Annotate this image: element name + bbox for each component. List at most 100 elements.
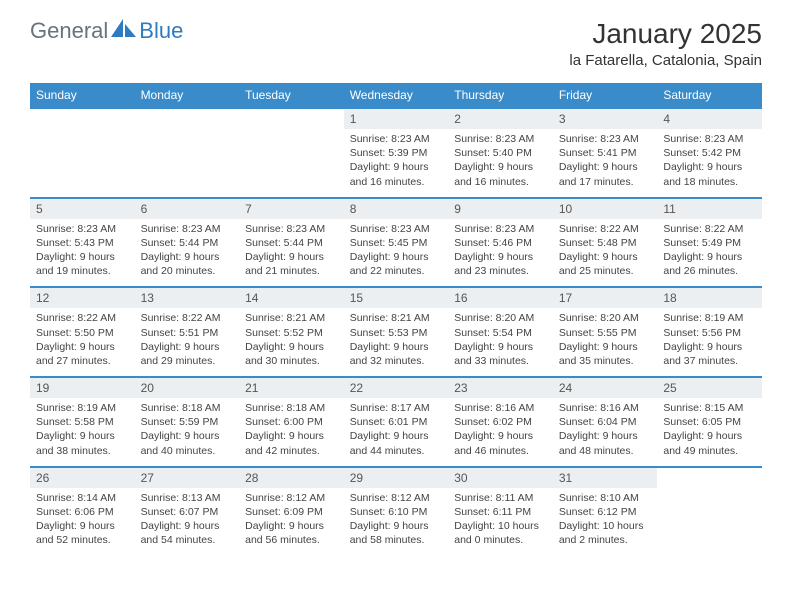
month-title: January 2025 bbox=[569, 18, 762, 50]
empty-daynum bbox=[135, 109, 240, 129]
calendar-row: 26Sunrise: 8:14 AMSunset: 6:06 PMDayligh… bbox=[30, 467, 762, 556]
day-details: Sunrise: 8:23 AMSunset: 5:45 PMDaylight:… bbox=[344, 219, 449, 287]
day-number: 25 bbox=[657, 378, 762, 398]
day-cell: 20Sunrise: 8:18 AMSunset: 5:59 PMDayligh… bbox=[135, 377, 240, 467]
weekday-header-row: SundayMondayTuesdayWednesdayThursdayFrid… bbox=[30, 83, 762, 108]
day-cell: 23Sunrise: 8:16 AMSunset: 6:02 PMDayligh… bbox=[448, 377, 553, 467]
day-number: 13 bbox=[135, 288, 240, 308]
day-cell: 28Sunrise: 8:12 AMSunset: 6:09 PMDayligh… bbox=[239, 467, 344, 556]
day-number: 17 bbox=[553, 288, 658, 308]
day-details: Sunrise: 8:21 AMSunset: 5:52 PMDaylight:… bbox=[239, 308, 344, 376]
day-details: Sunrise: 8:21 AMSunset: 5:53 PMDaylight:… bbox=[344, 308, 449, 376]
day-details: Sunrise: 8:18 AMSunset: 6:00 PMDaylight:… bbox=[239, 398, 344, 466]
location-text: la Fatarella, Catalonia, Spain bbox=[569, 52, 762, 69]
day-number: 26 bbox=[30, 468, 135, 488]
day-number: 9 bbox=[448, 199, 553, 219]
day-number: 1 bbox=[344, 109, 449, 129]
day-details: Sunrise: 8:15 AMSunset: 6:05 PMDaylight:… bbox=[657, 398, 762, 466]
day-cell: 26Sunrise: 8:14 AMSunset: 6:06 PMDayligh… bbox=[30, 467, 135, 556]
calendar-row: 1Sunrise: 8:23 AMSunset: 5:39 PMDaylight… bbox=[30, 108, 762, 198]
day-details: Sunrise: 8:22 AMSunset: 5:51 PMDaylight:… bbox=[135, 308, 240, 376]
day-details: Sunrise: 8:23 AMSunset: 5:44 PMDaylight:… bbox=[239, 219, 344, 287]
day-number: 20 bbox=[135, 378, 240, 398]
day-cell: 6Sunrise: 8:23 AMSunset: 5:44 PMDaylight… bbox=[135, 198, 240, 288]
day-number: 3 bbox=[553, 109, 658, 129]
day-number: 28 bbox=[239, 468, 344, 488]
day-details: Sunrise: 8:19 AMSunset: 5:58 PMDaylight:… bbox=[30, 398, 135, 466]
day-cell: 8Sunrise: 8:23 AMSunset: 5:45 PMDaylight… bbox=[344, 198, 449, 288]
day-cell: 25Sunrise: 8:15 AMSunset: 6:05 PMDayligh… bbox=[657, 377, 762, 467]
day-cell: 31Sunrise: 8:10 AMSunset: 6:12 PMDayligh… bbox=[553, 467, 658, 556]
day-cell: 15Sunrise: 8:21 AMSunset: 5:53 PMDayligh… bbox=[344, 287, 449, 377]
day-number: 29 bbox=[344, 468, 449, 488]
day-details: Sunrise: 8:17 AMSunset: 6:01 PMDaylight:… bbox=[344, 398, 449, 466]
day-cell: 30Sunrise: 8:11 AMSunset: 6:11 PMDayligh… bbox=[448, 467, 553, 556]
day-details: Sunrise: 8:18 AMSunset: 5:59 PMDaylight:… bbox=[135, 398, 240, 466]
day-number: 31 bbox=[553, 468, 658, 488]
day-cell: 2Sunrise: 8:23 AMSunset: 5:40 PMDaylight… bbox=[448, 108, 553, 198]
weekday-header: Friday bbox=[553, 83, 658, 108]
empty-cell bbox=[30, 108, 135, 198]
empty-cell bbox=[239, 108, 344, 198]
day-number: 10 bbox=[553, 199, 658, 219]
day-cell: 4Sunrise: 8:23 AMSunset: 5:42 PMDaylight… bbox=[657, 108, 762, 198]
day-cell: 14Sunrise: 8:21 AMSunset: 5:52 PMDayligh… bbox=[239, 287, 344, 377]
weekday-header: Wednesday bbox=[344, 83, 449, 108]
day-cell: 10Sunrise: 8:22 AMSunset: 5:48 PMDayligh… bbox=[553, 198, 658, 288]
weekday-header: Saturday bbox=[657, 83, 762, 108]
calendar-body: 1Sunrise: 8:23 AMSunset: 5:39 PMDaylight… bbox=[30, 108, 762, 555]
day-details: Sunrise: 8:23 AMSunset: 5:46 PMDaylight:… bbox=[448, 219, 553, 287]
empty-cell bbox=[657, 467, 762, 556]
day-details: Sunrise: 8:13 AMSunset: 6:07 PMDaylight:… bbox=[135, 488, 240, 556]
day-details: Sunrise: 8:16 AMSunset: 6:02 PMDaylight:… bbox=[448, 398, 553, 466]
day-details: Sunrise: 8:22 AMSunset: 5:49 PMDaylight:… bbox=[657, 219, 762, 287]
day-cell: 17Sunrise: 8:20 AMSunset: 5:55 PMDayligh… bbox=[553, 287, 658, 377]
day-cell: 27Sunrise: 8:13 AMSunset: 6:07 PMDayligh… bbox=[135, 467, 240, 556]
day-cell: 13Sunrise: 8:22 AMSunset: 5:51 PMDayligh… bbox=[135, 287, 240, 377]
day-number: 15 bbox=[344, 288, 449, 308]
header: General Blue January 2025 la Fatarella, … bbox=[0, 0, 792, 77]
day-number: 2 bbox=[448, 109, 553, 129]
weekday-header: Monday bbox=[135, 83, 240, 108]
day-details: Sunrise: 8:23 AMSunset: 5:44 PMDaylight:… bbox=[135, 219, 240, 287]
day-number: 5 bbox=[30, 199, 135, 219]
day-cell: 1Sunrise: 8:23 AMSunset: 5:39 PMDaylight… bbox=[344, 108, 449, 198]
day-cell: 12Sunrise: 8:22 AMSunset: 5:50 PMDayligh… bbox=[30, 287, 135, 377]
day-details: Sunrise: 8:11 AMSunset: 6:11 PMDaylight:… bbox=[448, 488, 553, 556]
day-number: 4 bbox=[657, 109, 762, 129]
day-number: 30 bbox=[448, 468, 553, 488]
day-number: 16 bbox=[448, 288, 553, 308]
day-cell: 11Sunrise: 8:22 AMSunset: 5:49 PMDayligh… bbox=[657, 198, 762, 288]
calendar-row: 5Sunrise: 8:23 AMSunset: 5:43 PMDaylight… bbox=[30, 198, 762, 288]
empty-daynum bbox=[30, 109, 135, 129]
calendar-row: 12Sunrise: 8:22 AMSunset: 5:50 PMDayligh… bbox=[30, 287, 762, 377]
weekday-header: Tuesday bbox=[239, 83, 344, 108]
day-cell: 22Sunrise: 8:17 AMSunset: 6:01 PMDayligh… bbox=[344, 377, 449, 467]
day-cell: 3Sunrise: 8:23 AMSunset: 5:41 PMDaylight… bbox=[553, 108, 658, 198]
day-number: 23 bbox=[448, 378, 553, 398]
day-number: 6 bbox=[135, 199, 240, 219]
day-cell: 16Sunrise: 8:20 AMSunset: 5:54 PMDayligh… bbox=[448, 287, 553, 377]
day-cell: 7Sunrise: 8:23 AMSunset: 5:44 PMDaylight… bbox=[239, 198, 344, 288]
day-details: Sunrise: 8:20 AMSunset: 5:55 PMDaylight:… bbox=[553, 308, 658, 376]
day-details: Sunrise: 8:20 AMSunset: 5:54 PMDaylight:… bbox=[448, 308, 553, 376]
day-details: Sunrise: 8:10 AMSunset: 6:12 PMDaylight:… bbox=[553, 488, 658, 556]
title-block: January 2025 la Fatarella, Catalonia, Sp… bbox=[569, 18, 762, 69]
empty-daynum bbox=[657, 468, 762, 488]
logo-text-blue: Blue bbox=[139, 18, 183, 44]
day-cell: 21Sunrise: 8:18 AMSunset: 6:00 PMDayligh… bbox=[239, 377, 344, 467]
day-number: 27 bbox=[135, 468, 240, 488]
day-details: Sunrise: 8:23 AMSunset: 5:42 PMDaylight:… bbox=[657, 129, 762, 197]
logo: General Blue bbox=[30, 18, 183, 44]
day-number: 14 bbox=[239, 288, 344, 308]
empty-cell bbox=[135, 108, 240, 198]
day-details: Sunrise: 8:14 AMSunset: 6:06 PMDaylight:… bbox=[30, 488, 135, 556]
day-details: Sunrise: 8:22 AMSunset: 5:50 PMDaylight:… bbox=[30, 308, 135, 376]
day-details: Sunrise: 8:16 AMSunset: 6:04 PMDaylight:… bbox=[553, 398, 658, 466]
day-cell: 9Sunrise: 8:23 AMSunset: 5:46 PMDaylight… bbox=[448, 198, 553, 288]
day-details: Sunrise: 8:23 AMSunset: 5:40 PMDaylight:… bbox=[448, 129, 553, 197]
day-number: 11 bbox=[657, 199, 762, 219]
day-number: 21 bbox=[239, 378, 344, 398]
day-number: 24 bbox=[553, 378, 658, 398]
day-details: Sunrise: 8:12 AMSunset: 6:10 PMDaylight:… bbox=[344, 488, 449, 556]
